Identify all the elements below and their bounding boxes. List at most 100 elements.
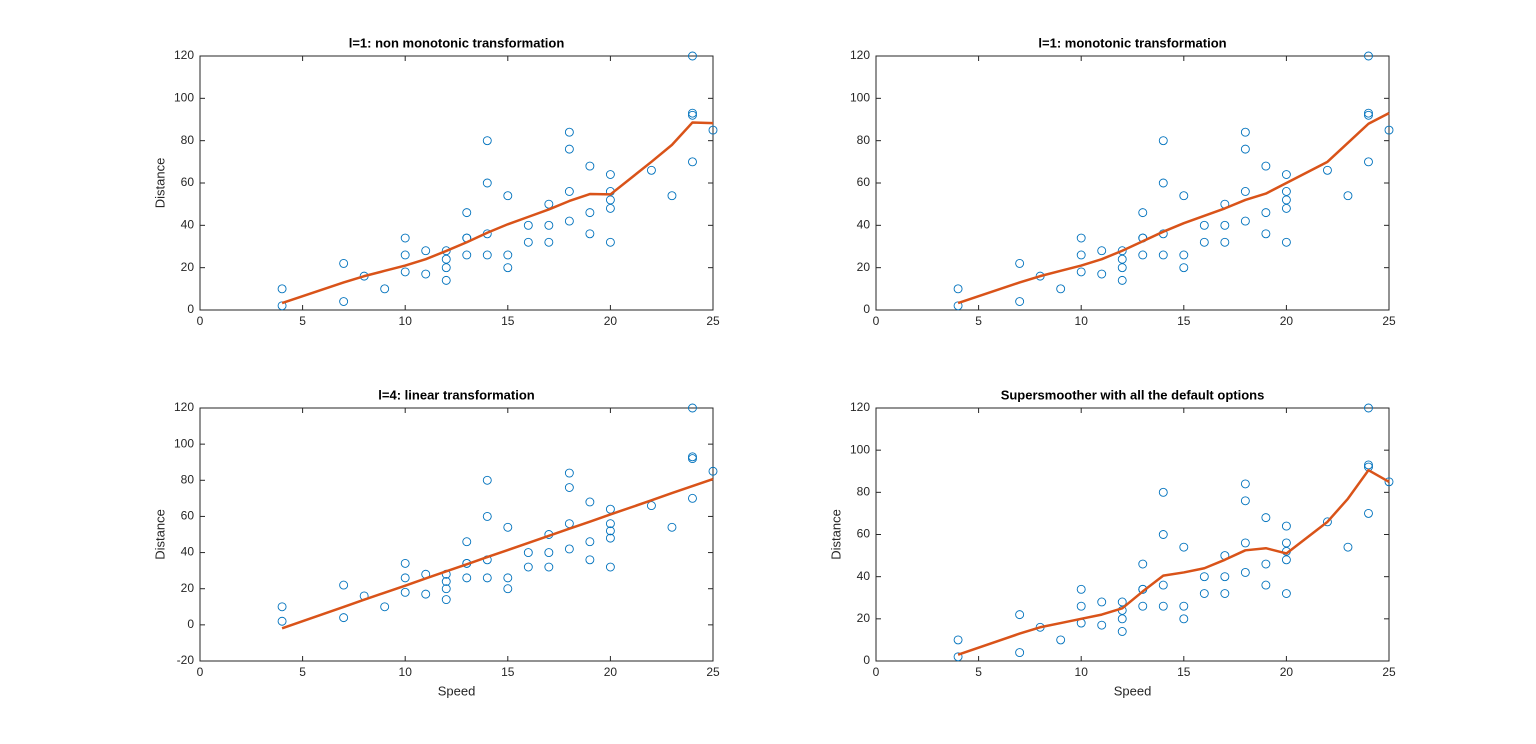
data-point (585, 229, 595, 239)
data-point (462, 208, 472, 218)
data-point (1015, 648, 1025, 658)
x-tick-label: 10 (1075, 314, 1089, 328)
data-point (564, 187, 574, 196)
data-point (688, 452, 697, 462)
data-point (400, 267, 410, 277)
data-point (1158, 487, 1168, 497)
data-point (421, 246, 431, 256)
data-point (1179, 263, 1189, 273)
data-point (585, 208, 595, 218)
data-point (523, 548, 533, 558)
data-point (688, 110, 697, 120)
x-tick-label: 10 (399, 314, 413, 328)
y-tick-label: 60 (181, 175, 195, 189)
data-point (1179, 250, 1189, 260)
subplot-title: l=1: monotonic transformation (1038, 35, 1226, 50)
data-point (482, 475, 492, 485)
data-point (1240, 496, 1250, 506)
data-point (585, 537, 595, 547)
data-point (646, 165, 656, 175)
data-point (688, 51, 697, 61)
y-tick-label: 0 (863, 653, 870, 667)
y-tick-label: 60 (181, 509, 195, 523)
data-point (1158, 178, 1168, 188)
x-tick-label: 10 (399, 665, 413, 679)
data-point (1015, 258, 1025, 268)
data-point (544, 237, 554, 247)
data-point (605, 170, 615, 179)
data-point (1240, 216, 1250, 226)
data-point (441, 246, 451, 256)
data-point (544, 562, 554, 572)
x-tick-label: 25 (706, 665, 720, 679)
data-point (1364, 108, 1373, 118)
y-tick-label: 40 (181, 545, 195, 559)
data-point (523, 562, 533, 572)
data-point (605, 203, 615, 213)
x-tick-label: 15 (501, 314, 515, 328)
plot-area (199, 407, 714, 662)
y-tick-label: 60 (857, 175, 871, 189)
data-point (421, 589, 431, 599)
y-tick-label: 40 (857, 569, 871, 583)
y-tick-label: 40 (857, 218, 871, 232)
x-tick-label: 25 (1382, 665, 1396, 679)
data-point (1240, 538, 1250, 548)
data-point (1364, 403, 1373, 413)
data-point (1281, 203, 1291, 213)
y-tick-label: 120 (850, 48, 870, 62)
data-point (1281, 589, 1291, 598)
y-tick-label: 100 (850, 442, 870, 456)
subplot-title: l=1: non monotonic transformation (349, 35, 565, 50)
subplot-title: Supersmoother with all the default optio… (1001, 387, 1265, 402)
data-point (1117, 263, 1127, 273)
data-point (441, 577, 451, 586)
data-point (277, 616, 287, 626)
data-point (482, 136, 492, 146)
data-point (503, 522, 513, 532)
fit-line (957, 112, 1390, 305)
data-point (1364, 51, 1373, 61)
data-point (441, 584, 451, 594)
y-axis-label: Distance (828, 509, 843, 560)
data-point (544, 548, 554, 558)
x-tick-label: 0 (873, 665, 880, 679)
data-point (1220, 572, 1230, 582)
y-axis-label: Distance (152, 158, 167, 209)
data-point (1097, 246, 1107, 256)
data-point (564, 544, 574, 554)
data-point (688, 108, 697, 118)
data-point (1220, 220, 1230, 230)
x-tick-label: 15 (501, 665, 515, 679)
y-tick-label: 80 (181, 133, 195, 147)
y-tick-label: 120 (850, 400, 870, 414)
y-tick-label: 40 (181, 218, 195, 232)
data-point (1261, 513, 1271, 523)
data-point (564, 144, 574, 154)
y-tick-label: 0 (863, 302, 870, 316)
data-point (400, 587, 410, 597)
data-point (339, 613, 349, 623)
data-point (1199, 220, 1209, 230)
data-point (1097, 597, 1107, 607)
data-point (1117, 246, 1127, 256)
y-tick-label: 20 (181, 260, 195, 274)
data-point (1076, 601, 1086, 611)
data-point (708, 125, 718, 135)
data-point (1261, 559, 1271, 569)
y-axis-label: Distance (152, 509, 167, 560)
data-point (667, 191, 677, 201)
data-point (1199, 237, 1209, 247)
data-point (1322, 517, 1332, 527)
y-tick-label: 80 (181, 472, 195, 486)
x-tick-label: 20 (604, 665, 618, 679)
data-point (1281, 237, 1291, 247)
data-point (1158, 250, 1168, 260)
data-point (544, 220, 554, 230)
data-point (1281, 170, 1291, 179)
data-point (1076, 267, 1086, 277)
x-tick-label: 0 (873, 314, 880, 328)
data-point (1158, 580, 1168, 590)
x-tick-label: 15 (1177, 665, 1191, 679)
